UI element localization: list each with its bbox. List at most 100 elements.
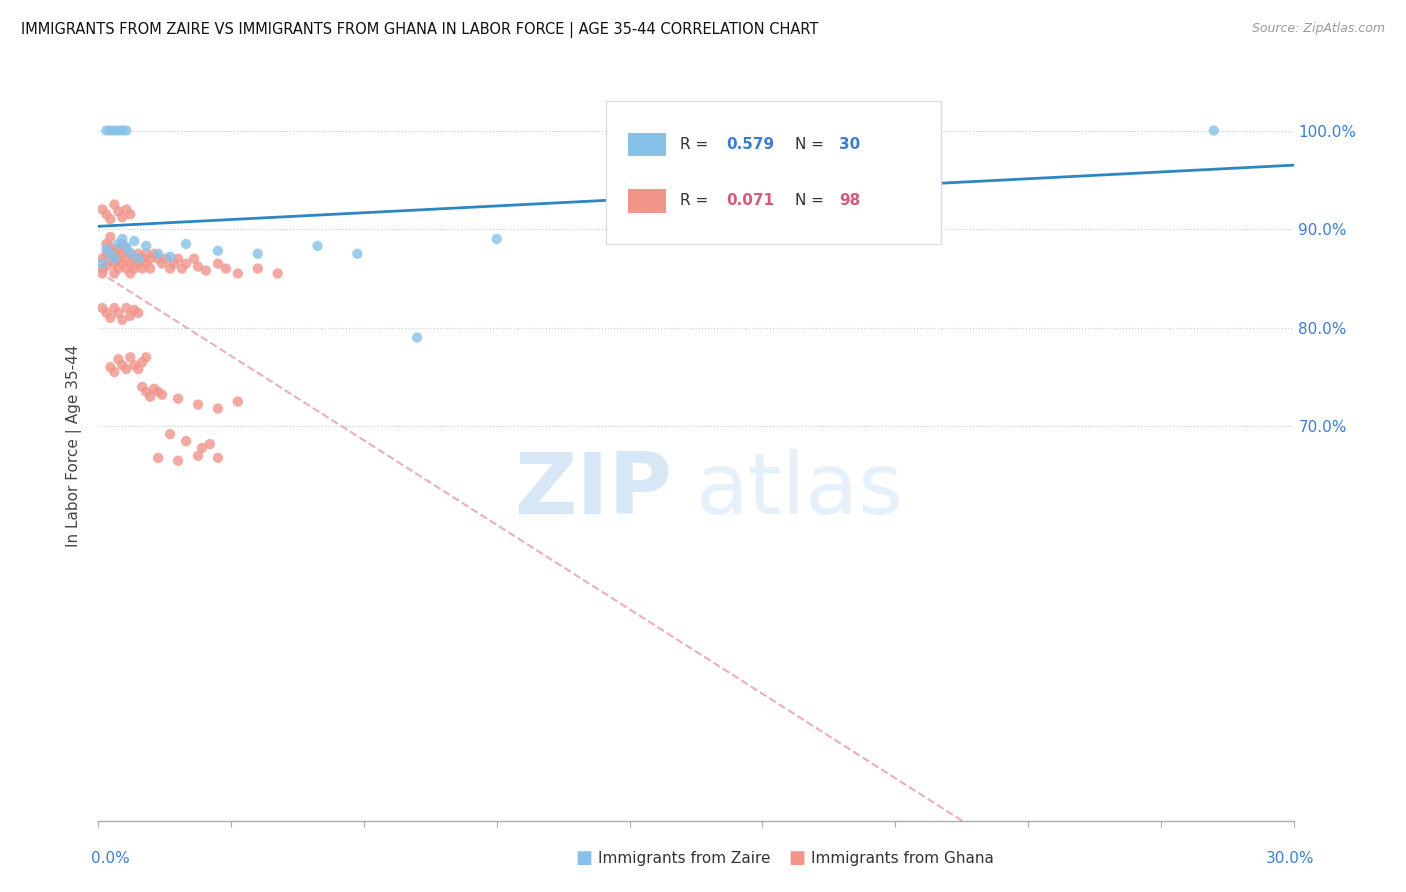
Point <box>139 390 162 404</box>
Text: 0.579: 0.579 <box>725 137 773 152</box>
Point <box>127 246 149 260</box>
Point <box>124 261 146 276</box>
Point <box>115 202 138 217</box>
Point <box>103 123 125 137</box>
Point <box>207 450 229 465</box>
Point <box>124 252 146 266</box>
Text: 0.0%: 0.0% <box>91 851 131 865</box>
Point <box>98 123 122 137</box>
Point <box>174 257 197 271</box>
Point <box>124 234 146 248</box>
Point <box>844 130 866 145</box>
Point <box>605 187 627 202</box>
Text: ■: ■ <box>789 849 806 867</box>
Point <box>107 306 129 320</box>
Point <box>111 257 134 271</box>
Point <box>148 246 170 260</box>
Point <box>111 232 134 246</box>
Point <box>91 252 114 266</box>
Text: R =: R = <box>681 193 714 208</box>
Point <box>485 232 508 246</box>
Point <box>91 301 114 315</box>
Point <box>135 384 157 399</box>
Point <box>107 204 129 219</box>
Point <box>139 252 162 266</box>
Point <box>207 401 229 416</box>
Point <box>207 244 229 258</box>
Text: Immigrants from Ghana: Immigrants from Ghana <box>811 851 994 865</box>
Point <box>150 388 173 402</box>
Point <box>187 260 209 274</box>
Point <box>103 365 125 379</box>
Point <box>91 202 114 217</box>
Point <box>111 358 134 372</box>
Point <box>159 250 181 264</box>
Point <box>187 449 209 463</box>
Point <box>143 382 166 396</box>
Point <box>198 437 221 451</box>
Point <box>163 257 186 271</box>
Point <box>120 207 142 221</box>
Point <box>115 252 138 266</box>
Point <box>195 263 218 277</box>
Bar <box>628 133 666 156</box>
Point <box>107 352 129 367</box>
Point <box>91 257 114 271</box>
Point <box>187 398 209 412</box>
Point <box>103 197 125 211</box>
Point <box>103 246 125 260</box>
Text: Source: ZipAtlas.com: Source: ZipAtlas.com <box>1251 22 1385 36</box>
Point <box>107 236 129 251</box>
Point <box>115 301 138 315</box>
Point <box>215 261 238 276</box>
Text: ZIP: ZIP <box>515 450 672 533</box>
Point <box>174 236 197 251</box>
Point <box>127 362 149 376</box>
Point <box>406 330 429 344</box>
Point <box>96 123 118 137</box>
Point <box>167 454 190 468</box>
Text: atlas: atlas <box>696 450 904 533</box>
Point <box>120 351 142 365</box>
Point <box>127 257 149 271</box>
Point <box>98 240 122 254</box>
Text: N =: N = <box>796 137 830 152</box>
Point <box>107 242 129 256</box>
Point <box>120 257 142 271</box>
FancyBboxPatch shape <box>606 102 941 244</box>
Point <box>143 246 166 260</box>
Point <box>183 252 205 266</box>
Point <box>111 211 134 225</box>
Point <box>127 306 149 320</box>
Point <box>115 123 138 137</box>
Point <box>120 246 142 260</box>
Point <box>131 355 153 369</box>
Text: R =: R = <box>681 137 714 152</box>
Point <box>115 362 138 376</box>
Point <box>103 301 125 315</box>
Text: IMMIGRANTS FROM ZAIRE VS IMMIGRANTS FROM GHANA IN LABOR FORCE | AGE 35-44 CORREL: IMMIGRANTS FROM ZAIRE VS IMMIGRANTS FROM… <box>21 22 818 38</box>
Point <box>167 392 190 406</box>
Point <box>111 123 134 137</box>
Point <box>98 253 122 268</box>
Point <box>191 441 214 455</box>
Point <box>120 309 142 323</box>
Point <box>107 261 129 276</box>
Point <box>207 257 229 271</box>
Point <box>346 246 368 260</box>
Point <box>167 252 190 266</box>
Point <box>226 394 249 409</box>
Point <box>98 246 122 260</box>
Point <box>91 267 114 281</box>
Point <box>131 252 153 266</box>
Point <box>246 261 269 276</box>
Point <box>135 246 157 260</box>
Point <box>127 252 149 266</box>
Point <box>98 212 122 227</box>
Point <box>124 358 146 372</box>
Point <box>135 257 157 271</box>
Point <box>685 190 707 204</box>
Point <box>246 246 269 260</box>
Point <box>111 236 134 251</box>
Point <box>307 239 329 253</box>
